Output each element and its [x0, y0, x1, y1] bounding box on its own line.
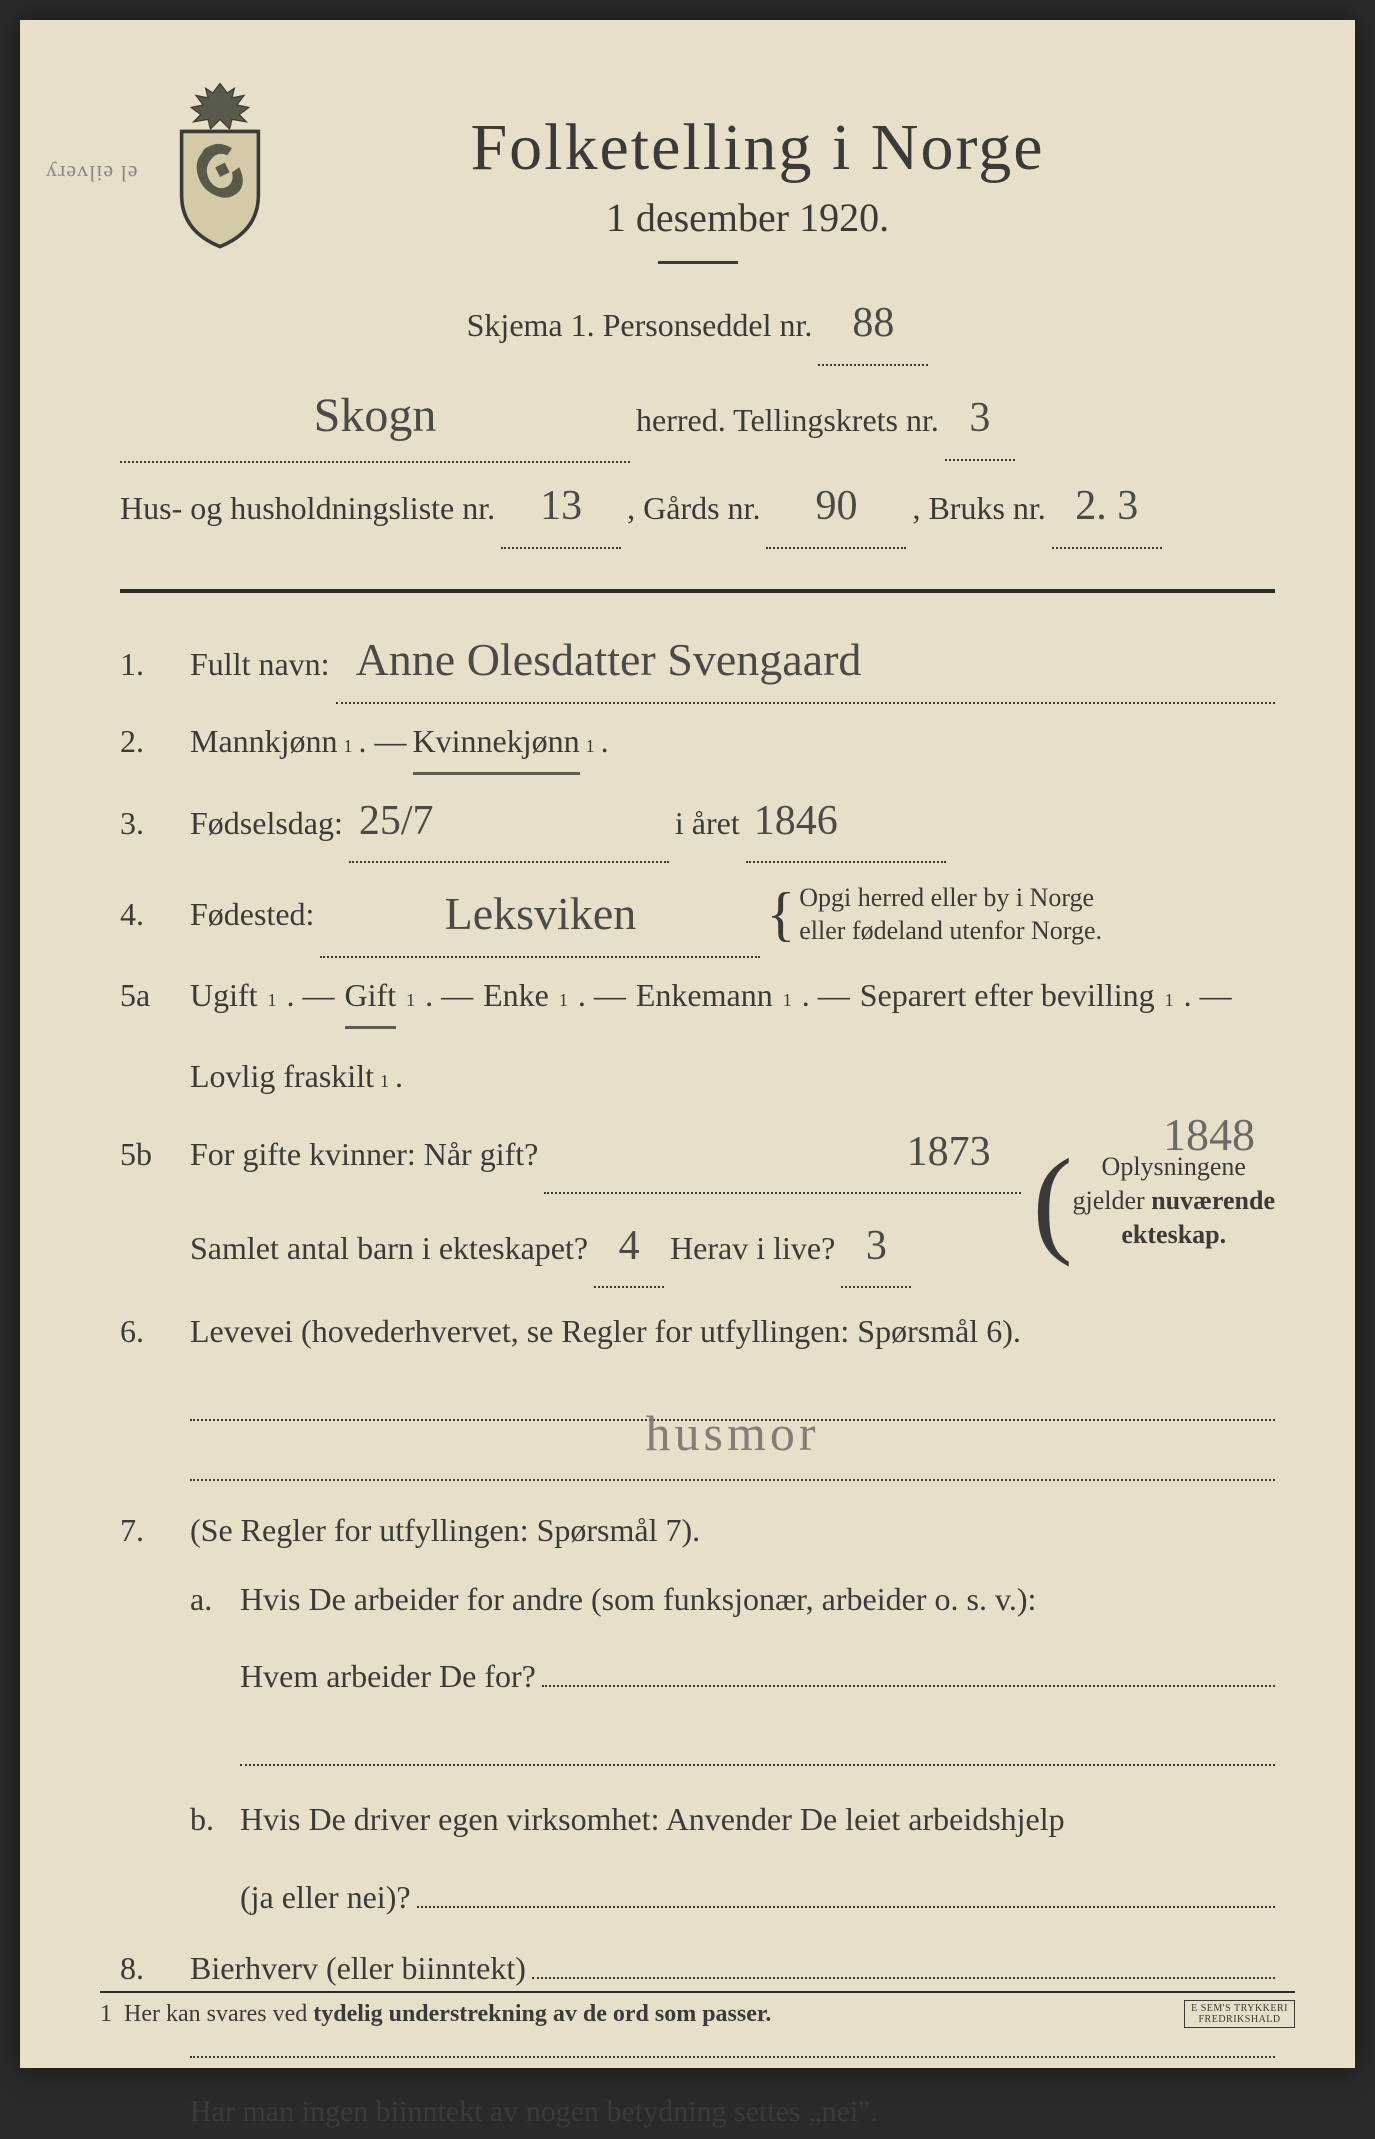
q7b-text1: Hvis De driver egen virksomhet: Anvender… [240, 1790, 1275, 1849]
q1: 1. Fullt navn: Anne Olesdatter Svengaard [120, 617, 1275, 704]
q2-female: Kvinnekjønn [413, 712, 580, 775]
form-header: Folketelling i Norge 1 desember 1920. Sk… [120, 110, 1275, 549]
coat-of-arms-icon [160, 80, 280, 250]
husliste-nr: 13 [540, 467, 582, 547]
publisher-stamp: E SEM'S TRYKKERI FREDRIKSHALD [1184, 2000, 1295, 2028]
q4-label: Fødested: [190, 885, 314, 944]
q4: 4. Fødested: Leksviken { Opgi herred ell… [120, 871, 1275, 958]
q4-note: { Opgi herred eller by i Norge eller fød… [766, 881, 1102, 949]
q4-value: Leksviken [445, 871, 637, 956]
sup: 1 [344, 730, 353, 763]
q7b: b. Hvis De driver egen virksomhet: Anven… [190, 1790, 1275, 1926]
q5b-label1: For gifte kvinner: Når gift? [190, 1125, 538, 1184]
bruks-nr: 2. 3 [1075, 467, 1138, 547]
q3-label: Fødselsdag: [190, 794, 343, 853]
brace-icon: ( [1033, 1153, 1073, 1249]
q5b: 5b For gifte kvinner: Når gift? 1873 Sam… [120, 1114, 1275, 1287]
tellingskrets-nr: 3 [969, 379, 990, 459]
header-rule [120, 589, 1275, 593]
q5b-ilive: 3 [866, 1208, 887, 1286]
q7a-text2: Hvem arbeider De for? [240, 1647, 536, 1706]
q6-num: 6. [120, 1302, 190, 1361]
q5a-enkemann: Enkemann [636, 966, 773, 1025]
husliste-label: Hus- og husholdningsliste nr. [120, 478, 495, 539]
q5b-num: 5b [120, 1125, 190, 1184]
q1-num: 1. [120, 635, 190, 694]
q7a: a. Hvis De arbeider for andre (som funks… [190, 1570, 1275, 1766]
q5b-label3: Herav i live? [670, 1219, 835, 1278]
q5a-ugift: Ugift [190, 966, 258, 1025]
q2: 2. Mannkjønn1. — Kvinnekjønn1. [120, 712, 1275, 775]
q4-note-l2: eller fødeland utenfor Norge. [799, 916, 1102, 945]
q8: 8. Bierhverv (eller biinntekt) Har man i… [120, 1939, 1275, 2139]
q5a-fraskilt: Lovlig fraskilt [190, 1047, 374, 1106]
q7-label: (Se Regler for utfyllingen: Spørsmål 7). [190, 1501, 1275, 1560]
personseddel-nr: 88 [852, 284, 894, 364]
q1-value: Anne Olesdatter Svengaard [356, 617, 862, 702]
q7a-label: a. [190, 1570, 240, 1629]
q7b-text2: (ja eller nei)? [240, 1868, 411, 1927]
q5b-note-l3: ekteskap. [1121, 1220, 1226, 1249]
bruks-label: , Bruks nr. [912, 478, 1045, 539]
q5b-note-l2: gjelder nuværende [1073, 1186, 1275, 1215]
stamp-l1: E SEM'S TRYKKERI [1191, 2003, 1288, 2014]
q2-male: Mannkjønn [190, 712, 338, 771]
blank-line [190, 2024, 1275, 2058]
q6-value: husmor [646, 1387, 820, 1480]
q8-note: Har man ingen biinntekt av nogen betydni… [190, 2084, 1275, 2139]
divider [658, 261, 738, 264]
q5b-label2: Samlet antal barn i ekteskapet? [190, 1219, 588, 1278]
q7: 7. (Se Regler for utfyllingen: Spørsmål … [120, 1501, 1275, 1927]
q5a-enke: Enke [483, 966, 549, 1025]
herred-label: herred. Tellingskrets nr. [636, 390, 939, 451]
q5b-barn: 4 [619, 1208, 640, 1286]
q6-label: Levevei (hovederhvervet, se Regler for u… [190, 1302, 1275, 1361]
gards-nr: 90 [815, 467, 857, 547]
q5a-num: 5a [120, 966, 190, 1025]
q7a-text1: Hvis De arbeider for andre (som funksjon… [240, 1570, 1275, 1629]
q3-year: 1846 [754, 783, 838, 861]
q2-num: 2. [120, 712, 190, 771]
q7b-label: b. [190, 1790, 240, 1849]
q8-label: Bierhverv (eller biinntekt) [190, 1939, 526, 1998]
herred-line: Skogn herred. Tellingskrets nr. 3 [120, 370, 1275, 463]
q3-day: 25/7 [359, 783, 434, 861]
census-form-page: el eilvery Folketelling i Norge 1 desemb… [20, 20, 1355, 2068]
stamp-l2: FREDRIKSHALD [1199, 2014, 1281, 2025]
q4-note-l1: Opgi herred eller by i Norge [799, 883, 1094, 912]
blank-line [240, 1732, 1275, 1766]
q1-label: Fullt navn: [190, 635, 330, 694]
q5b-gift-year: 1873 [907, 1114, 991, 1192]
margin-year: 1848 [1163, 1092, 1255, 1177]
sup: 1 [586, 730, 595, 763]
form-title: Folketelling i Norge [240, 110, 1275, 186]
footer: 1 Her kan svares ved tydelig understrekn… [100, 1991, 1295, 2028]
gards-label: , Gårds nr. [627, 478, 760, 539]
q5a-gift: Gift [345, 966, 397, 1029]
footnote-pre: Her kan svares ved [124, 2001, 313, 2027]
footnote-bold: tydelig understrekning av de ord som pas… [313, 2001, 771, 2027]
q6: 6. Levevei (hovederhvervet, se Regler fo… [120, 1302, 1275, 1481]
skjema-line: Skjema 1. Personseddel nr. 88 [120, 284, 1275, 366]
skjema-label: Skjema 1. Personseddel nr. [467, 295, 813, 356]
husliste-line: Hus- og husholdningsliste nr. 13 , Gårds… [120, 467, 1275, 549]
q3-num: 3. [120, 794, 190, 853]
q3: 3. Fødselsdag: 25/7 i året 1846 [120, 783, 1275, 863]
footnote-rule [100, 1991, 1295, 1993]
q8-num: 8. [120, 1939, 190, 1998]
q5a: 5a Ugift1. — Gift1. — Enke1. — Enkemann1… [120, 966, 1275, 1106]
herred-value: Skogn [314, 370, 437, 461]
q4-num: 4. [120, 885, 190, 944]
form-date: 1 desember 1920. [220, 194, 1275, 241]
q5a-separert: Separert efter bevilling [860, 966, 1155, 1025]
q7-num: 7. [120, 1501, 190, 1560]
footnote-num: 1 [100, 2001, 112, 2028]
q3-year-label: i året [675, 794, 740, 853]
